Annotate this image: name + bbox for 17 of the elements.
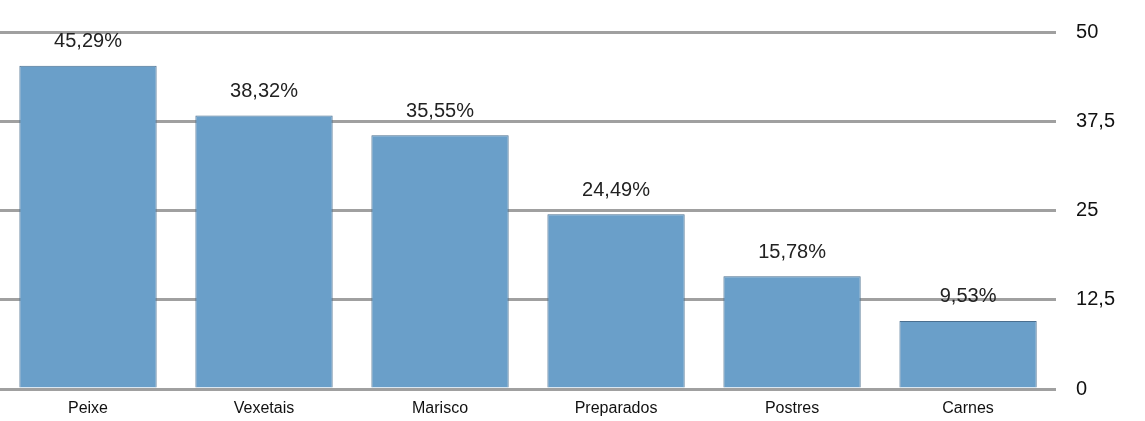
data-label: 24,49% (582, 177, 651, 200)
data-label: 15,78% (758, 239, 827, 262)
y-tick-label: 25 (1076, 198, 1099, 221)
y-tick-label: 12,5 (1076, 287, 1116, 310)
x-tick-label: Carnes (942, 399, 994, 417)
x-tick-label: Postres (764, 399, 820, 417)
data-label: 9,53% (939, 284, 997, 307)
data-label: 35,55% (406, 98, 475, 121)
y-tick-label: 50 (1076, 19, 1099, 42)
x-tick-label: Peixe (67, 399, 109, 417)
y-tick-label: 0 (1076, 376, 1088, 399)
x-tick-label: Preparados (574, 399, 658, 417)
x-tick-label: Marisco (412, 399, 469, 417)
data-label: 38,32% (230, 78, 299, 101)
y-tick-label: 37,5 (1076, 108, 1116, 131)
x-tick-label: Vexetais (233, 399, 295, 417)
data-label: 45,29% (54, 29, 123, 52)
